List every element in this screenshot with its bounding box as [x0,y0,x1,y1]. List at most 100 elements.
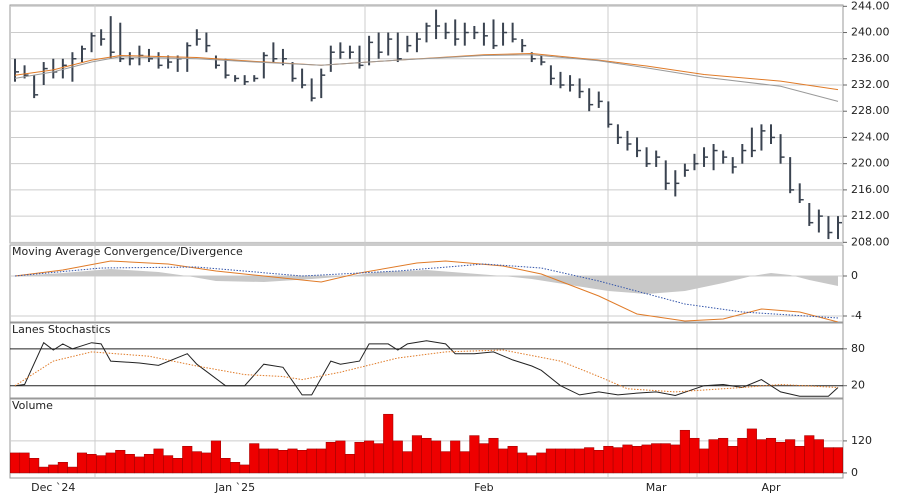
volume-bar [411,435,422,474]
volume-bar [584,447,595,474]
y-tick-label: -4 [851,309,862,322]
volume-bar [488,437,499,474]
y-tick-label: 228.00 [851,104,890,117]
volume-bar [383,413,394,474]
plot-area [10,413,843,474]
volume-bar [402,451,413,474]
volume-bar [450,440,461,474]
indicator-line [14,340,839,397]
volume-bar [297,449,308,474]
y-tick-label: 0 [851,269,858,282]
volume-bar [67,466,78,474]
volume-bar [163,455,174,474]
volume-bar [76,452,88,474]
volume-bar [775,441,786,474]
volume-bar [785,439,796,474]
volume-bar [440,451,451,474]
volume-bar [498,448,509,474]
y-tick-label: 236.00 [851,52,890,65]
volume-bar [603,445,614,474]
volume-bar [632,445,643,474]
volume-bar [469,435,480,474]
indicator-line [14,260,839,322]
volume-bar [421,437,432,474]
plot-area [14,340,839,397]
y-tick-label: 120 [851,434,872,447]
volume-bar [679,429,690,474]
volume-bar [239,464,250,474]
y-tick-label: 212.00 [851,209,890,222]
volume-bar [689,437,700,474]
volume-bar [832,447,843,474]
volume-bar [593,449,604,474]
volume-bar [536,452,547,474]
volume-bar [38,466,49,474]
volume-bar [344,453,355,474]
volume-bar [698,448,710,474]
x-tick-label: Mar [646,481,667,494]
volume-bar [612,447,623,474]
volume-bar [153,448,164,474]
volume-bar [316,448,327,474]
volume-bar [641,444,652,474]
volume-bar [220,458,231,474]
volume-bar [727,445,738,474]
volume-bar [105,452,116,474]
volume-bar [660,443,671,474]
volume-bar [57,462,68,474]
volume-bar [765,437,777,474]
volume-bar [335,440,346,474]
volume-bar [565,448,576,474]
indicator-line [14,263,839,319]
panel-title: Moving Average Convergence/Divergence [12,245,243,258]
volume-bar [823,447,834,474]
y-tick-label: 0 [851,466,858,479]
volume-bar [526,455,537,474]
panel-title: Volume [12,399,53,412]
volume-bar [431,440,442,474]
volume-bar [804,435,815,474]
moving-average [14,54,839,102]
y-tick-label: 208.00 [851,235,890,248]
y-tick-label: 216.00 [851,183,890,196]
volume-bar [10,452,21,474]
panel-frame [9,244,844,323]
y-tick-label: 232.00 [851,78,890,91]
volume-bar [115,449,126,474]
volume-bar [29,458,40,474]
volume-bar [354,441,365,474]
x-tick-label: Feb [474,481,493,494]
volume-bar [545,448,556,474]
y-tick-label: 80 [851,342,865,355]
volume-bar [268,448,279,474]
volume-bar [364,440,375,474]
volume-bar [277,449,288,474]
volume-bar [19,452,30,474]
volume-bar [507,445,518,474]
volume-bar [306,448,317,474]
plot-area [14,9,842,240]
volume-bar [172,458,183,474]
volume-bar [718,437,729,474]
y-tick-label: 240.00 [851,26,890,39]
volume-bar [459,451,470,474]
volume-bar [622,444,633,474]
panel-frame [9,4,844,244]
panel-title: Lanes Stochastics [12,323,111,336]
panel-frame [9,322,844,399]
volume-bar [478,443,489,474]
indicator-line [14,349,839,393]
volume-bar [249,443,260,474]
y-tick-label: 244.00 [851,0,890,12]
volume-bar [373,443,384,474]
volume-bar [756,439,767,474]
y-tick-label: 20 [851,379,865,392]
volume-bar [392,440,403,474]
x-tick-label: Jan `25 [214,481,255,494]
volume-bar [794,445,805,474]
volume-bar [230,462,241,474]
volume-bar [670,444,681,474]
volume-bar [287,448,298,474]
